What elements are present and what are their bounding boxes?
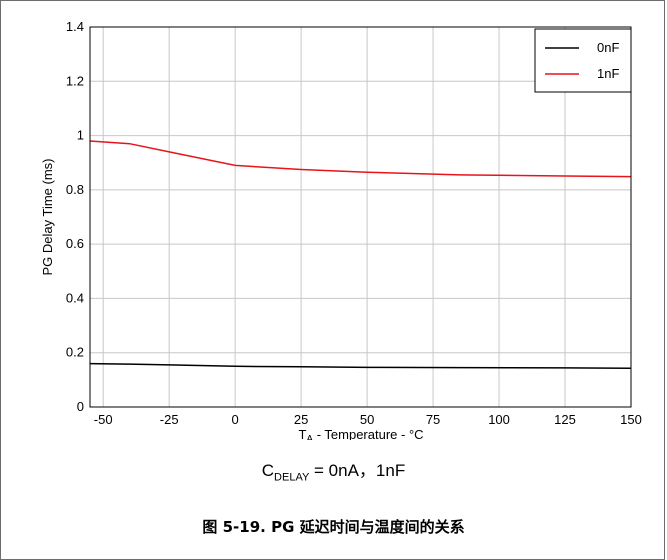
x-tick-label: 25 <box>294 412 308 427</box>
x-tick-label: 100 <box>488 412 510 427</box>
legend: 0nF 1nF <box>534 28 632 93</box>
y-tick-label: 0.4 <box>66 290 84 305</box>
series-lines <box>89 140 632 369</box>
pg-delay-chart: -50 -25 0 25 50 75 100 125 150 0 0.2 0.4 0.6 0.8 1 1.2… <box>40 19 642 440</box>
x-tick-label: -25 <box>160 412 179 427</box>
y-tick-label: 0.2 <box>66 345 84 360</box>
x-tick-labels: -50 -25 0 25 50 75 100 125 150 <box>94 412 642 427</box>
plot-border <box>89 26 632 408</box>
series-line-0nF <box>89 362 632 369</box>
y-axis-title: PG Delay Time (ms) <box>40 158 55 275</box>
x-axis-title: TA - Temperature - °C <box>298 427 423 440</box>
x-tick-label: 0 <box>232 412 239 427</box>
x-tick-label: 150 <box>620 412 642 427</box>
y-tick-label: 1.4 <box>66 19 84 34</box>
legend-label: 1nF <box>597 66 619 81</box>
legend-label: 0nF <box>597 40 619 55</box>
condition-label: CDELAY = 0nA，1nF <box>261 461 406 484</box>
y-tick-label: 0 <box>77 399 84 414</box>
x-tick-label: 75 <box>426 412 440 427</box>
y-tick-label: 0.8 <box>66 182 84 197</box>
legend-box <box>534 28 632 93</box>
figure-caption: 图 5-19. PG 延迟时间与温度间的关系 <box>202 518 465 536</box>
x-tick-label: -50 <box>94 412 113 427</box>
x-tick-label: 50 <box>360 412 374 427</box>
y-tick-label: 1.2 <box>66 73 84 88</box>
x-tick-label: 125 <box>554 412 576 427</box>
y-tick-label: 0.6 <box>66 236 84 251</box>
y-tick-label: 1 <box>77 128 84 143</box>
series-line-1nF <box>89 140 632 178</box>
y-tick-labels: 0 0.2 0.4 0.6 0.8 1 1.2 1.4 <box>66 19 84 414</box>
